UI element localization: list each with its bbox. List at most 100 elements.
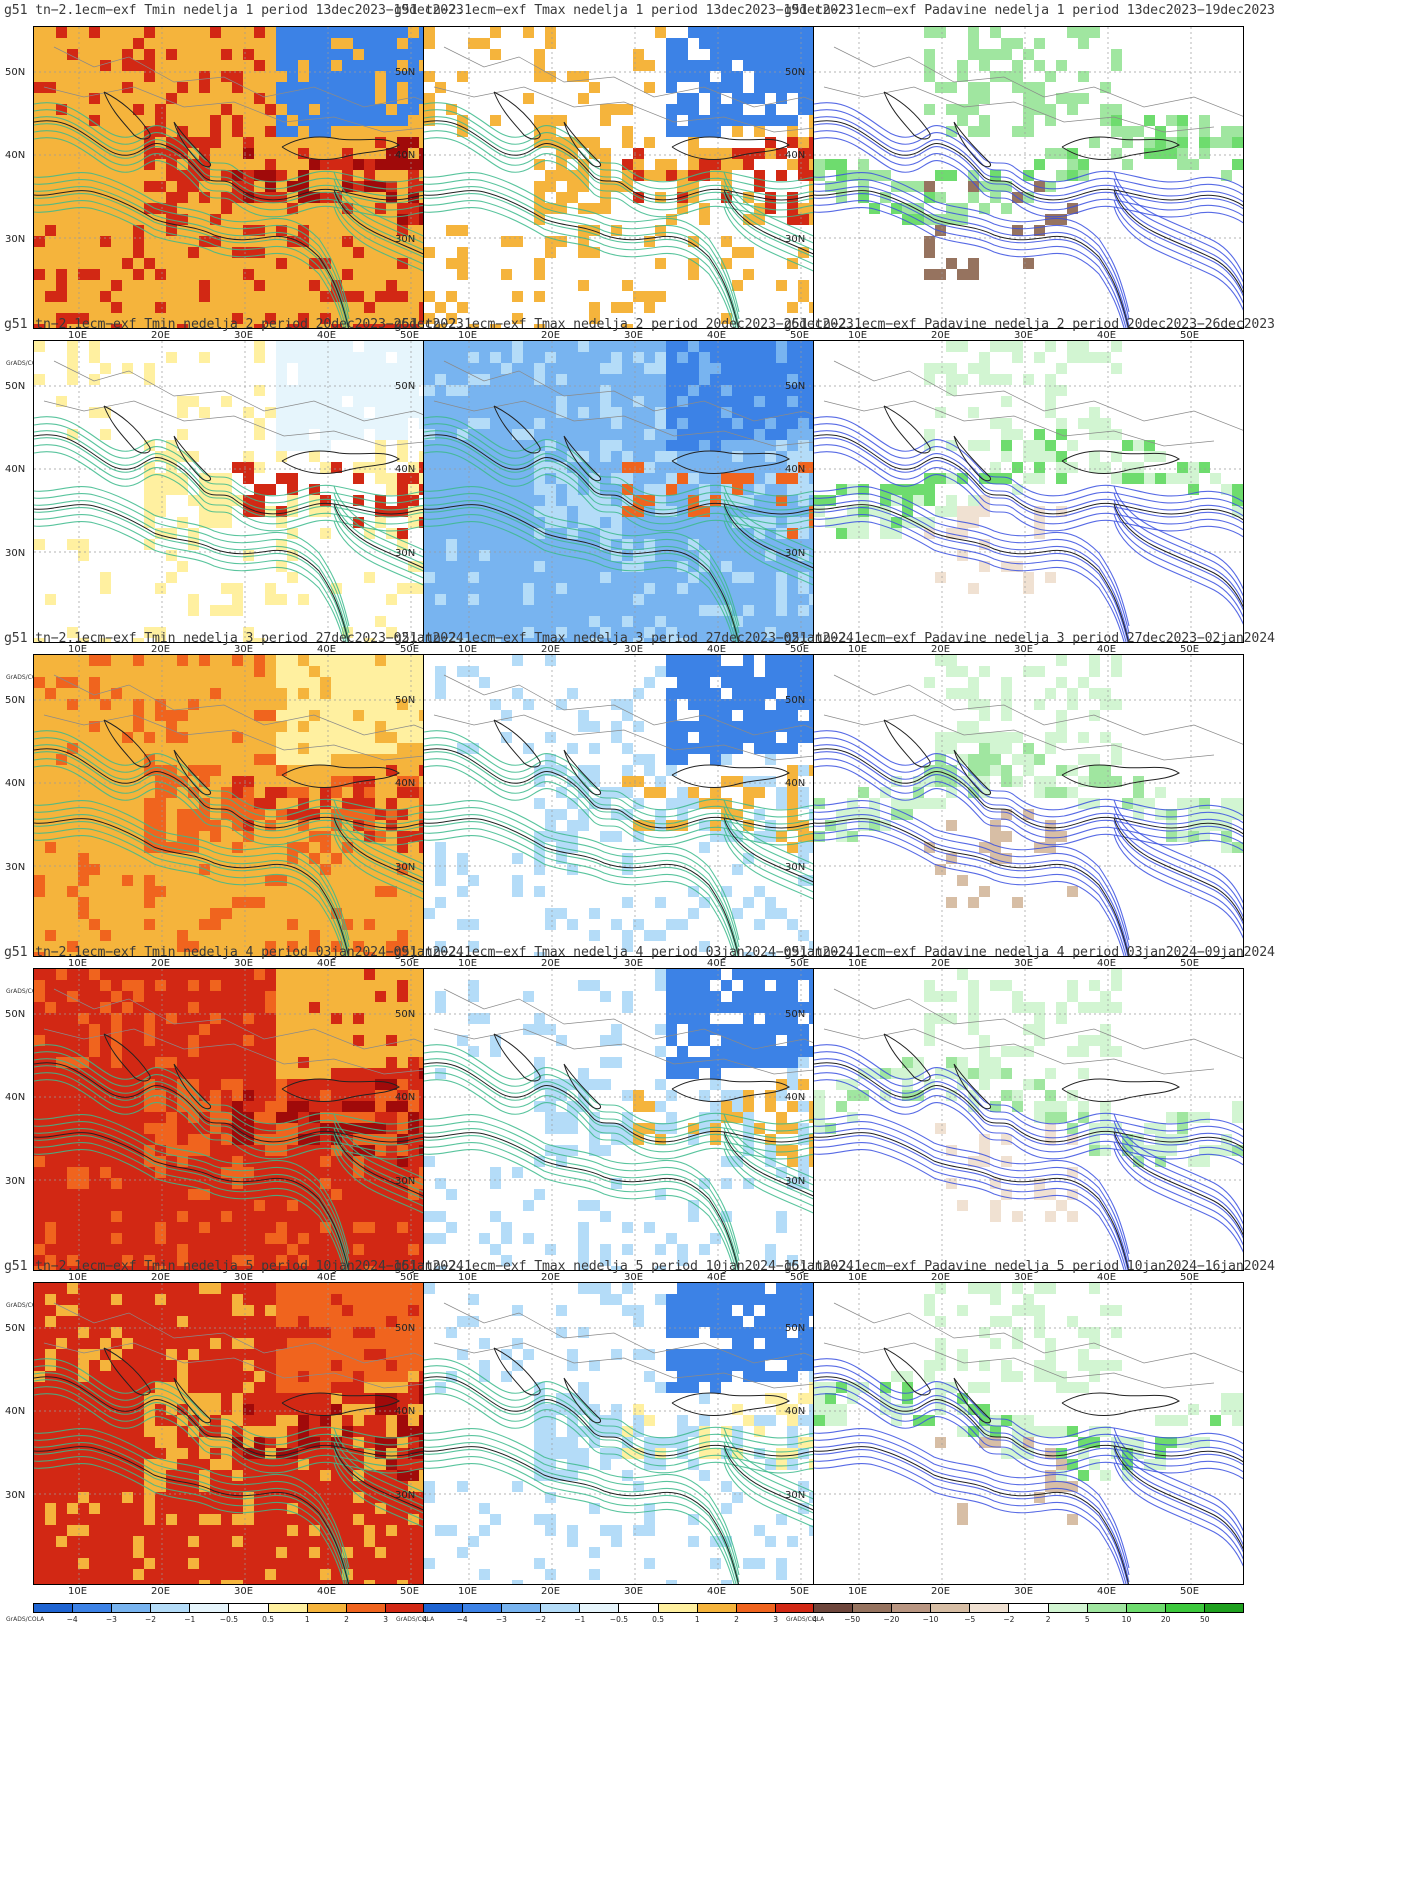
data-cell xyxy=(457,385,468,396)
data-cell xyxy=(1023,1024,1034,1035)
data-cell xyxy=(523,991,534,1002)
data-cell xyxy=(688,572,699,583)
data-cell xyxy=(721,754,732,765)
data-cell xyxy=(287,1316,298,1327)
data-cell xyxy=(512,313,523,324)
scale-tick-label: 1 xyxy=(304,1615,310,1624)
data-cell xyxy=(814,1090,825,1101)
data-cell xyxy=(287,429,298,440)
data-cell xyxy=(732,71,743,82)
longitude-label: 30E xyxy=(624,644,644,655)
data-cell xyxy=(578,517,589,528)
data-cell xyxy=(100,429,111,440)
data-cell xyxy=(397,49,408,60)
data-cell xyxy=(276,1002,287,1013)
data-cell xyxy=(798,82,809,93)
data-cell xyxy=(732,49,743,60)
data-cell xyxy=(836,517,847,528)
data-cell xyxy=(232,495,243,506)
data-cell xyxy=(1001,1156,1012,1167)
data-cell xyxy=(578,1404,589,1415)
data-cell xyxy=(798,49,809,60)
data-cell xyxy=(320,495,331,506)
data-cell xyxy=(699,27,710,38)
data-cell xyxy=(600,363,611,374)
data-cell xyxy=(320,798,331,809)
data-cell xyxy=(787,1068,798,1079)
data-cell xyxy=(320,27,331,38)
data-cell xyxy=(232,1305,243,1316)
data-cell xyxy=(611,809,622,820)
data-cell xyxy=(364,170,375,181)
data-cell xyxy=(364,159,375,170)
data-cell xyxy=(798,38,809,49)
data-cell xyxy=(34,1156,45,1167)
data-cell xyxy=(534,853,545,864)
data-cell xyxy=(589,302,600,313)
title-variable: Tmax xyxy=(534,3,574,18)
data-cell xyxy=(968,27,979,38)
data-cell xyxy=(1034,104,1045,115)
data-cell xyxy=(1166,820,1177,831)
data-cell xyxy=(655,407,666,418)
data-cell xyxy=(534,363,545,374)
data-cell xyxy=(177,842,188,853)
data-cell xyxy=(243,1426,254,1437)
data-cell xyxy=(320,831,331,842)
data-cell xyxy=(765,831,776,842)
data-cell xyxy=(633,291,644,302)
data-cell xyxy=(78,1349,89,1360)
latitude-label: 40N xyxy=(785,778,806,789)
data-cell xyxy=(688,440,699,451)
data-cell xyxy=(287,699,298,710)
data-cell xyxy=(787,1316,798,1327)
data-cell xyxy=(787,743,798,754)
data-cell xyxy=(386,396,397,407)
data-cell xyxy=(199,1404,210,1415)
data-cell xyxy=(111,1294,122,1305)
data-cell xyxy=(787,980,798,991)
data-cell xyxy=(177,1255,188,1266)
data-cell xyxy=(622,930,633,941)
data-cell xyxy=(798,1360,809,1371)
data-cell xyxy=(232,1437,243,1448)
data-cell xyxy=(600,407,611,418)
data-cell xyxy=(397,203,408,214)
data-cell xyxy=(331,396,342,407)
data-cell xyxy=(1067,104,1078,115)
map-panel-tmin-week-5: g51 tn−2.1ecm−exf Tmin nedelja 5 period … xyxy=(0,1256,470,1634)
data-cell xyxy=(188,594,199,605)
data-cell xyxy=(798,203,809,214)
data-cell xyxy=(847,528,858,539)
data-cell xyxy=(798,385,809,396)
data-cell xyxy=(990,71,1001,82)
data-cell xyxy=(666,765,677,776)
latitude-label: 50N xyxy=(395,67,416,78)
data-cell xyxy=(924,1035,935,1046)
data-cell xyxy=(287,1013,298,1024)
data-cell xyxy=(397,451,408,462)
data-cell xyxy=(578,1079,589,1090)
data-cell xyxy=(721,1002,732,1013)
data-cell xyxy=(1001,809,1012,820)
data-cell xyxy=(924,27,935,38)
data-cell xyxy=(408,655,419,666)
data-cell xyxy=(677,1371,688,1382)
data-cell xyxy=(397,214,408,225)
data-cell xyxy=(364,655,375,666)
data-cell xyxy=(166,352,177,363)
data-cell xyxy=(776,60,787,71)
data-cell xyxy=(1155,473,1166,484)
data-cell xyxy=(578,137,589,148)
longitude-label: 40E xyxy=(1097,644,1117,655)
data-cell xyxy=(276,1294,287,1305)
data-cell xyxy=(622,897,633,908)
data-cell xyxy=(331,115,342,126)
data-cell xyxy=(776,1327,787,1338)
title-week-word: nedelja xyxy=(573,3,636,18)
data-cell xyxy=(397,710,408,721)
data-cell xyxy=(556,787,567,798)
longitude-label: 30E xyxy=(234,958,254,969)
data-cell xyxy=(232,126,243,137)
data-cell xyxy=(644,787,655,798)
